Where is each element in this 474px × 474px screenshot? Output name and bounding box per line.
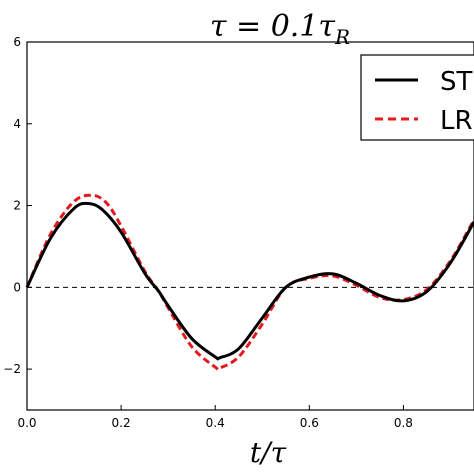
chart-title: τ = 0.1τR	[210, 9, 350, 49]
x-axis-label: t/τ	[250, 436, 287, 469]
x-tick-label: 0.6	[300, 416, 319, 430]
y-tick-label: 2	[13, 199, 21, 213]
legend-label-st: ST	[440, 67, 473, 97]
plot-area: 0.0 0.2 0.4 0.6 0.8 −2 0 2 4 6	[3, 35, 474, 430]
x-tick-label: 0.0	[17, 416, 36, 430]
x-tick-label: 0.4	[206, 416, 225, 430]
legend-box	[360, 54, 474, 141]
y-tick-label: −2	[3, 362, 21, 376]
y-tick-label: 6	[13, 35, 21, 49]
axes-frame	[26, 41, 474, 411]
x-tick-label: 0.8	[394, 416, 413, 430]
series-line-st	[25, 201, 474, 361]
legend: ST LR	[360, 54, 474, 141]
chart-title-subscript: R	[334, 25, 350, 49]
y-tick-label: 0	[13, 280, 21, 294]
legend-label-lr: LR	[440, 106, 473, 136]
series-line-lr	[25, 193, 474, 371]
y-tick-label: 4	[13, 117, 21, 131]
x-tick-label: 0.2	[112, 416, 131, 430]
